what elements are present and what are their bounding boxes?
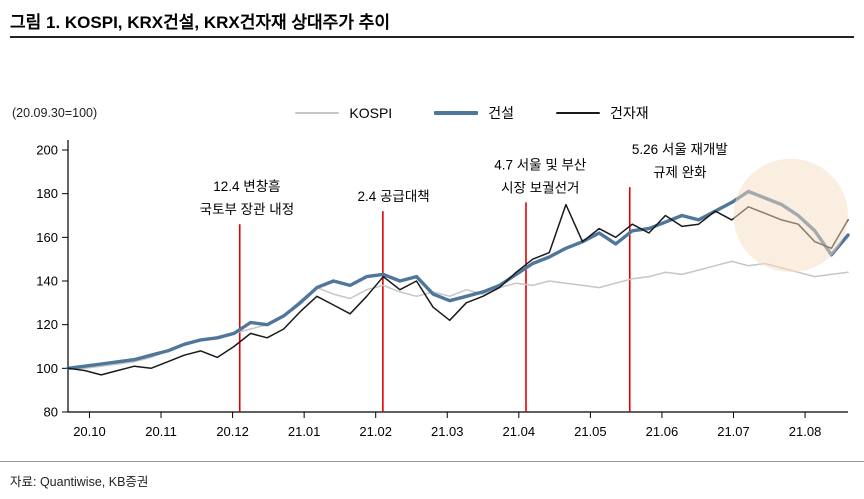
event-annotation: 2.4 공급대책 [357,189,429,204]
construction-line-swatch [434,111,479,115]
x-tick-label: 21.02 [359,424,392,439]
y-tick-label: 120 [36,317,58,332]
legend-item-construction: 건설 [434,103,514,123]
x-tick-label: 21.05 [574,424,607,439]
y-tick-label: 100 [36,361,58,376]
x-tick-label: 21.06 [646,424,679,439]
x-tick-label: 20.11 [145,424,177,439]
highlight-circle [733,158,849,273]
chart-legend: KOSPI 건설 건자재 [120,103,824,123]
title-divider [10,36,854,38]
event-annotation: 5.26 서울 재개발 [632,142,728,157]
x-tick-label: 21.07 [717,424,750,439]
x-tick-label: 21.08 [789,424,822,439]
legend-item-building-materials: 건자재 [555,103,649,123]
footer-divider [0,461,864,462]
building-materials-line-swatch [555,112,600,114]
x-tick-label: 21.04 [503,424,536,439]
legend-label-kospi: KOSPI [349,105,393,121]
legend-label-construction: 건설 [488,105,514,121]
x-tick-label: 20.10 [73,424,106,439]
event-annotation: 12.4 변창흠 [213,179,280,194]
series-line-건자재 [67,203,849,376]
y-tick-label: 140 [36,274,58,289]
series-line-건설 [66,189,850,371]
legend-label-building-materials: 건자재 [609,105,649,121]
relative-price-line-chart: 80 100 120 140 160 180 200 20.10 20.11 20.12 21.01… [36,140,850,439]
x-tick-label: 21.03 [431,424,464,439]
y-tick-label: 160 [36,230,58,245]
event-annotation: 시장 보궐선거 [501,180,579,195]
event-annotation: 국토부 장관 내정 [200,202,294,217]
y-tick-label: 200 [36,143,58,158]
source-note: 자료: Quantiwise, KB증권 [10,475,149,489]
event-annotation: 규제 완화 [653,165,706,180]
legend-item-kospi: KOSPI [295,105,392,121]
y-tick-label: 80 [44,405,58,420]
event-annotation: 4.7 서울 및 부산 [494,157,586,172]
series-line-KOSPI [67,260,849,370]
x-tick-label: 21.01 [288,424,321,439]
index-base-note: (20.09.30=100) [12,106,98,120]
figure-title: 그림 1. KOSPI, KRX건설, KRX건자재 상대주가 추이 [10,13,390,32]
kospi-line-swatch [295,112,340,114]
y-tick-label: 180 [36,186,58,201]
x-tick-label: 20.12 [216,424,249,439]
